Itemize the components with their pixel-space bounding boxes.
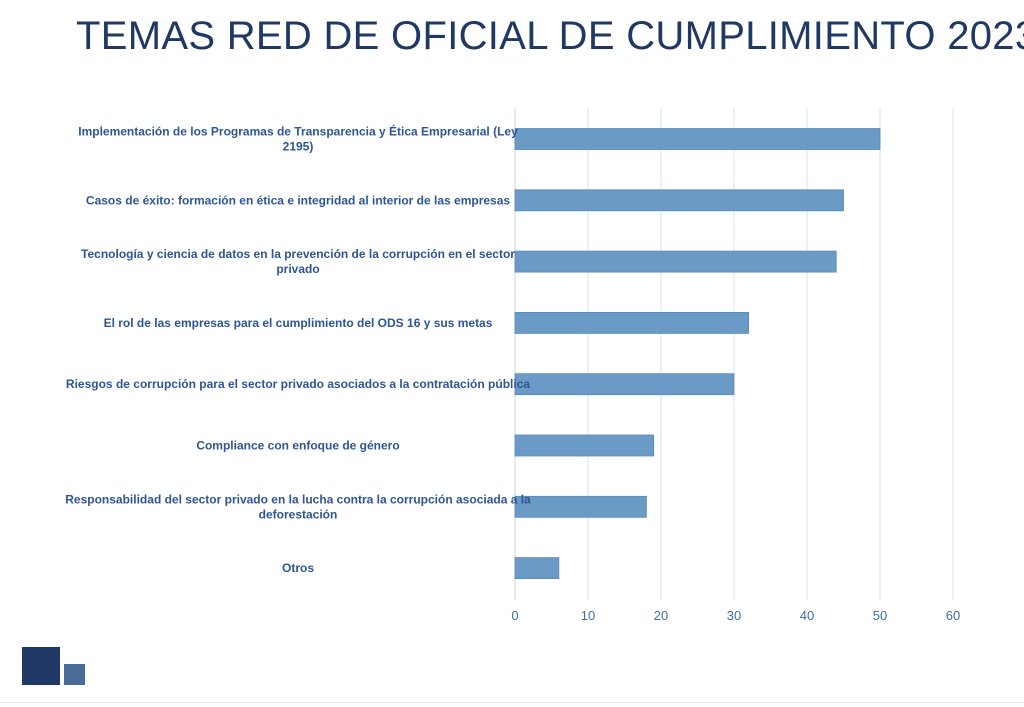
bar	[514, 189, 844, 212]
category-label: Compliance con enfoque de género	[196, 439, 399, 453]
x-tick-label: 10	[581, 608, 595, 623]
decorative-square-small	[64, 664, 85, 685]
category-label: El rol de las empresas para el cumplimie…	[104, 316, 493, 330]
x-tick-label: 20	[654, 608, 668, 623]
x-tick-label: 0	[511, 608, 518, 623]
category-label: 2195)	[283, 140, 314, 154]
chart-bars	[514, 128, 881, 579]
category-label: deforestación	[259, 507, 338, 521]
bar	[514, 495, 647, 518]
category-label: Responsabilidad del sector privado en la…	[65, 492, 531, 506]
bar	[514, 128, 881, 150]
category-label: Tecnología y ciencia de datos en la prev…	[81, 247, 515, 261]
category-label: Otros	[282, 561, 314, 575]
x-tick-label: 30	[727, 608, 741, 623]
category-label: Implementación de los Programas de Trans…	[78, 124, 518, 139]
bar	[514, 311, 750, 334]
category-label: Casos de éxito: formación en ética e int…	[86, 193, 510, 207]
x-tick-label: 60	[946, 608, 960, 623]
chart-x-tick-labels: 0 10 20 30 40 50 60	[511, 608, 960, 623]
x-tick-label: 40	[800, 608, 814, 623]
horizontal-bar-chart: Implementación de los Programas de Trans…	[65, 108, 960, 623]
slide-title: TEMAS RED DE OFICIAL DE CUMPLIMIENTO 202…	[76, 14, 1024, 58]
footer-divider	[0, 702, 1024, 703]
chart-category-labels: Implementación de los Programas de Trans…	[65, 124, 531, 576]
bar	[514, 434, 655, 457]
chart-gridlines	[514, 108, 954, 600]
bar	[514, 557, 560, 579]
category-label: privado	[276, 262, 319, 276]
x-tick-label: 50	[873, 608, 887, 623]
category-label: Riesgos de corrupción para el sector pri…	[66, 377, 530, 391]
bar	[514, 373, 735, 396]
decorative-square-large	[22, 647, 60, 685]
bar	[514, 250, 837, 273]
